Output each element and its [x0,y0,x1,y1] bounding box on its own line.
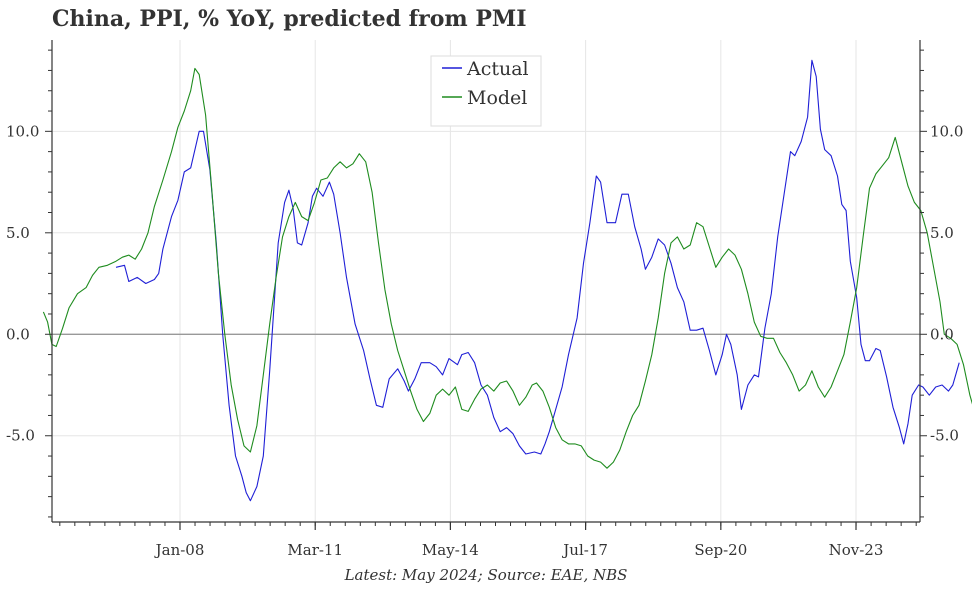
x-tick-label: Nov-23 [829,541,884,559]
y-tick-label-right: 0.0 [930,325,954,343]
x-tick-label: Mar-11 [287,541,343,559]
x-tick-label: Sep-20 [694,541,747,559]
y-tick-label-right: -5.0 [930,427,959,445]
x-tick-label: Jul-17 [561,541,608,559]
series-line-model [42,67,972,469]
series-line-actual [115,59,960,502]
legend: Actual Model [430,55,542,127]
series-layer [42,59,972,502]
legend-label-actual: Actual [466,58,529,80]
y-tick-label-left: 0.0 [6,325,30,343]
y-tick-label-right: 10.0 [930,122,963,140]
legend-label-model: Model [467,87,527,109]
y-tick-label-left: -5.0 [6,427,35,445]
y-tick-label-left: 5.0 [6,224,30,242]
axes: -5.0 -5.0 0.0 0.0 5.0 5.0 10.0 10.0 Jan-08 Mar-11… [6,40,963,559]
y-tick-label-left: 10.0 [6,122,39,140]
x-tick-label: Jan-08 [154,541,205,559]
chart-title: China, PPI, % YoY, predicted from PMI [52,6,527,32]
x-tick-label: May-14 [422,541,479,559]
footnote: Latest: May 2024; Source: EAE, NBS [344,566,628,584]
y-tick-label-right: 5.0 [930,224,954,242]
